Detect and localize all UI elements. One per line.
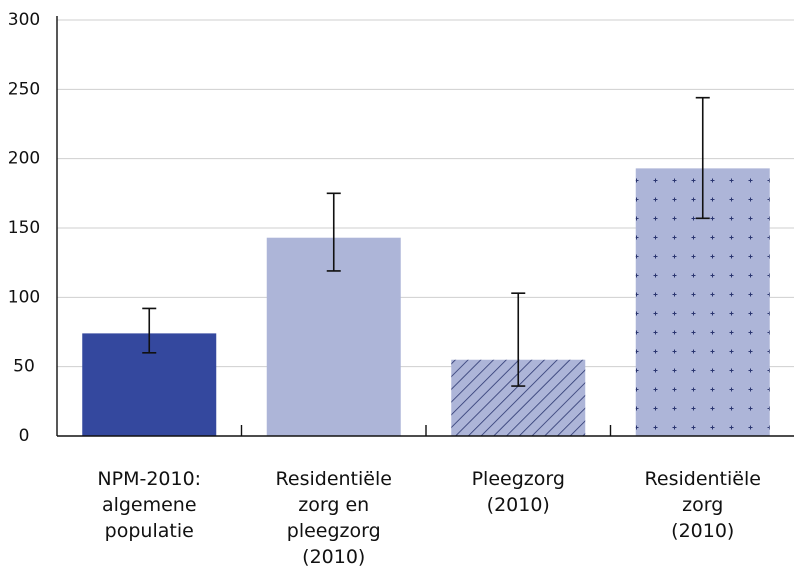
error-bar bbox=[695, 96, 710, 220]
error-bar bbox=[511, 292, 526, 387]
y-tick-label: 200 bbox=[8, 149, 40, 169]
y-tick-label: 150 bbox=[8, 218, 40, 238]
error-bar bbox=[142, 307, 157, 354]
y-tick-label: 100 bbox=[8, 287, 40, 307]
x-tick-label: NPM-2010: algemene populatie bbox=[97, 468, 202, 542]
x-tick-label: Residentiële zorg (2010) bbox=[644, 468, 761, 542]
y-tick-label: 300 bbox=[8, 10, 40, 30]
error-bar bbox=[326, 192, 341, 272]
y-tick-label: 250 bbox=[8, 79, 40, 99]
y-tick-label: 0 bbox=[19, 426, 30, 446]
y-tick-label: 50 bbox=[13, 357, 35, 377]
x-tick-label: Residentiële zorg en pleegzorg (2010) bbox=[275, 468, 392, 568]
x-tick-label: Pleegzorg (2010) bbox=[471, 468, 565, 516]
